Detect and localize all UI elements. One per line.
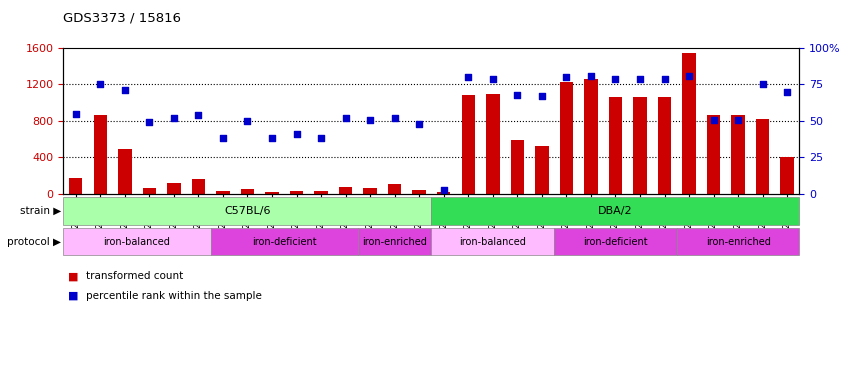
Point <box>437 187 450 193</box>
Point <box>93 81 107 88</box>
Bar <box>339 187 352 194</box>
Text: DBA/2: DBA/2 <box>598 206 633 216</box>
Bar <box>315 191 327 194</box>
Point <box>363 116 376 122</box>
Bar <box>94 114 107 194</box>
Bar <box>388 184 401 194</box>
Point <box>755 81 769 88</box>
Point <box>682 73 695 79</box>
Text: ■: ■ <box>68 291 78 301</box>
Bar <box>707 114 720 194</box>
Point <box>118 87 131 93</box>
Point <box>265 136 278 142</box>
Point <box>486 76 499 82</box>
Bar <box>290 191 303 194</box>
Point <box>387 115 401 121</box>
Point <box>461 74 475 80</box>
Text: ■: ■ <box>68 271 78 281</box>
Text: iron-deficient: iron-deficient <box>252 237 316 247</box>
Text: GDS3373 / 15816: GDS3373 / 15816 <box>63 12 181 25</box>
Bar <box>560 82 573 194</box>
Bar <box>217 191 229 194</box>
Point <box>289 131 303 137</box>
Text: iron-enriched: iron-enriched <box>362 237 427 247</box>
Bar <box>118 149 131 194</box>
Point <box>191 112 205 118</box>
Bar <box>241 189 254 194</box>
Bar <box>732 114 744 194</box>
Text: iron-deficient: iron-deficient <box>583 237 648 247</box>
Bar <box>69 178 82 194</box>
Bar <box>756 119 769 194</box>
Text: iron-balanced: iron-balanced <box>103 237 171 247</box>
Bar <box>511 140 524 194</box>
Point <box>69 111 82 117</box>
Point <box>510 92 524 98</box>
Bar <box>585 79 597 194</box>
Text: percentile rank within the sample: percentile rank within the sample <box>86 291 262 301</box>
Point <box>608 76 622 82</box>
Point <box>142 119 156 126</box>
Point <box>216 136 229 142</box>
Bar <box>781 157 794 194</box>
Text: C57BL/6: C57BL/6 <box>224 206 271 216</box>
Bar <box>364 187 376 194</box>
Bar <box>413 190 426 194</box>
Point <box>584 73 597 79</box>
Bar <box>143 189 156 194</box>
Bar <box>266 192 278 194</box>
Point <box>780 89 794 95</box>
Bar <box>462 94 475 194</box>
Point <box>731 116 744 122</box>
Text: strain ▶: strain ▶ <box>19 206 61 216</box>
Bar <box>536 146 548 194</box>
Point <box>167 115 180 121</box>
Bar <box>634 97 646 194</box>
Point <box>240 118 254 124</box>
Point <box>535 93 548 99</box>
Bar <box>609 97 622 194</box>
Point <box>338 115 352 121</box>
Bar <box>168 183 180 194</box>
Point <box>412 121 426 127</box>
Bar <box>192 179 205 194</box>
Text: protocol ▶: protocol ▶ <box>7 237 61 247</box>
Point <box>657 76 671 82</box>
Bar <box>437 192 450 194</box>
Text: iron-enriched: iron-enriched <box>706 237 771 247</box>
Text: iron-balanced: iron-balanced <box>459 237 526 247</box>
Bar <box>486 94 499 194</box>
Point <box>706 116 720 122</box>
Text: transformed count: transformed count <box>86 271 184 281</box>
Bar <box>658 97 671 194</box>
Point <box>314 136 327 142</box>
Bar <box>683 53 695 194</box>
Point <box>633 76 646 82</box>
Point <box>559 74 573 80</box>
